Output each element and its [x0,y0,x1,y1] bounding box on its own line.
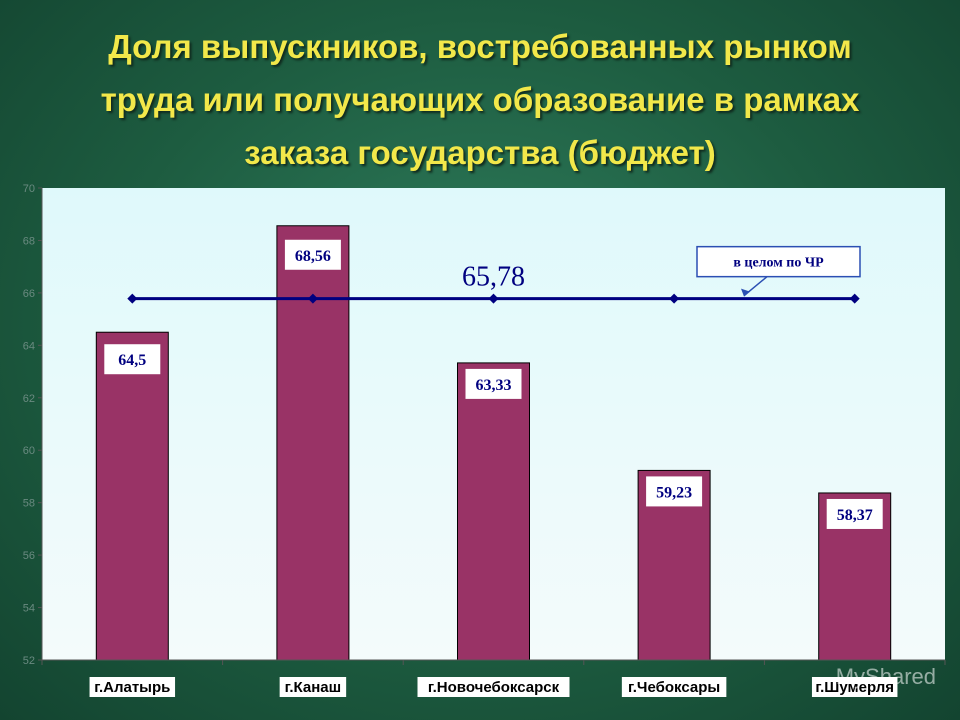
category-label-box-3 [417,677,570,697]
overlay-line-group: 65,78 в целом по ЧР [127,245,861,304]
category-label-box-5 [811,677,898,697]
category-label-box-4 [621,677,727,697]
title-line-1: Доля выпускников, востребованных рынком [108,28,852,65]
callout-arrowhead [741,288,750,297]
value-label-5: 58,37 [837,507,873,524]
category-label-box-2 [279,677,347,697]
overlay-marker-4 [669,293,680,304]
y-tick-label-56: 56 [23,550,35,562]
y-tick-label-54: 54 [23,603,35,615]
bar-1 [95,331,169,661]
value-label-box-1 [104,344,161,375]
y-tick-label-64: 64 [23,340,35,352]
category-label-box-1 [89,677,176,697]
value-label-4: 59,23 [656,484,692,501]
y-tick-label-70: 70 [23,183,35,195]
overlay-marker-2 [307,293,318,304]
value-label-1: 64,5 [118,352,146,369]
value-label-2: 68,56 [295,248,331,265]
value-label-box-2 [284,239,341,270]
watermark: MyShared [835,664,936,689]
overlay-marker-1 [127,293,138,304]
overlay-value-label: 65,78 [462,262,525,293]
y-tick-label-66: 66 [23,288,35,300]
y-tick-label-60: 60 [23,445,35,457]
category-label-3: г.Новочебоксарск [428,679,560,696]
callout-box [696,245,861,278]
category-label-5: г.Шумерля [815,679,894,696]
y-tick-label-52: 52 [23,655,35,667]
value-label-3: 63,33 [476,377,512,394]
y-tick-label-62: 62 [23,393,35,405]
bars: 64,5 68,56 63,33 59,23 58,37 [95,225,892,661]
value-label-box-4 [646,476,703,507]
category-label-4: г.Чебоксары [628,679,720,696]
bar-3 [457,362,530,661]
overlay-marker-3 [488,293,499,304]
category-label-2: г.Канаш [285,679,342,696]
category-label-1: г.Алатырь [94,679,170,696]
y-tick-label-68: 68 [23,235,35,247]
x-axis: г.Алатырь г.Канаш г.Новочебоксарск г.Чебокс… [41,659,946,697]
callout-label: в целом по ЧР [733,256,824,271]
bar-2 [276,225,350,661]
title-line-3: заказа государства (бюджет) [244,134,716,171]
y-axis: 52 54 56 58 60 62 64 66 68 70 [23,183,43,667]
overlay-marker-5 [849,293,860,304]
slide-title: Доля выпускников, востребованных рынком … [20,20,940,179]
title-line-2: труда или получающих образование в рамка… [100,81,860,118]
value-label-box-5 [826,498,883,529]
y-tick-label-58: 58 [23,498,35,510]
value-label-box-3 [465,368,522,399]
